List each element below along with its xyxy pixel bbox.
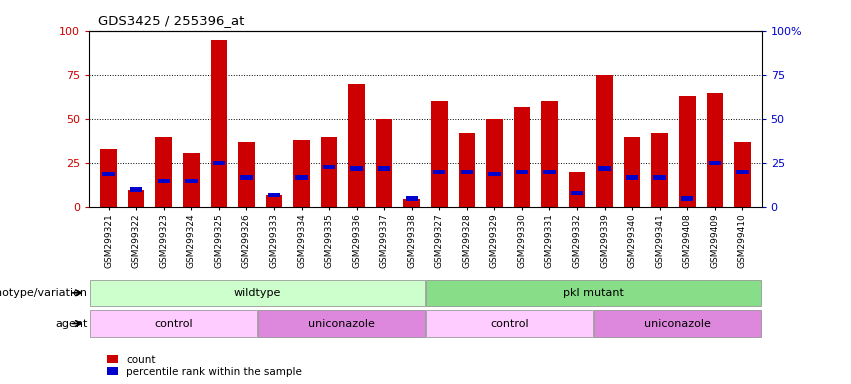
Bar [541, 101, 557, 207]
FancyBboxPatch shape [598, 166, 611, 171]
Bar [651, 133, 668, 207]
Bar [514, 107, 530, 207]
FancyBboxPatch shape [406, 196, 418, 201]
FancyBboxPatch shape [516, 170, 528, 174]
Bar [90, 280, 425, 306]
Text: GDS3425 / 255396_at: GDS3425 / 255396_at [98, 14, 244, 27]
Bar [426, 280, 761, 306]
Bar [238, 142, 254, 207]
FancyBboxPatch shape [626, 175, 638, 180]
Bar [348, 84, 365, 207]
Text: pkl mutant: pkl mutant [563, 288, 624, 298]
Bar [90, 310, 257, 337]
FancyBboxPatch shape [240, 175, 253, 180]
FancyBboxPatch shape [736, 170, 749, 174]
Bar [294, 140, 310, 207]
Text: agent: agent [55, 318, 88, 329]
FancyBboxPatch shape [681, 196, 694, 201]
Bar [156, 137, 172, 207]
FancyBboxPatch shape [543, 170, 556, 174]
Bar [486, 119, 503, 207]
FancyBboxPatch shape [709, 161, 721, 166]
Text: control: control [154, 318, 192, 329]
Bar [459, 133, 475, 207]
FancyBboxPatch shape [488, 172, 500, 176]
FancyBboxPatch shape [295, 175, 308, 180]
Text: uniconazole: uniconazole [308, 318, 375, 329]
FancyBboxPatch shape [213, 161, 225, 166]
FancyBboxPatch shape [268, 193, 280, 197]
Bar [431, 101, 448, 207]
FancyBboxPatch shape [378, 166, 391, 171]
FancyBboxPatch shape [460, 170, 473, 174]
Text: control: control [490, 318, 528, 329]
FancyBboxPatch shape [157, 179, 170, 183]
Bar [624, 137, 641, 207]
FancyBboxPatch shape [351, 166, 363, 171]
Bar [128, 190, 145, 207]
FancyBboxPatch shape [186, 179, 197, 183]
Text: wildtype: wildtype [234, 288, 281, 298]
Bar [706, 93, 723, 207]
FancyBboxPatch shape [102, 172, 115, 176]
Bar [100, 149, 117, 207]
FancyBboxPatch shape [130, 187, 142, 192]
Bar [734, 142, 751, 207]
Bar [597, 75, 613, 207]
Bar [403, 199, 420, 207]
Bar [210, 40, 227, 207]
Bar [183, 152, 200, 207]
Bar [321, 137, 337, 207]
Text: uniconazole: uniconazole [644, 318, 711, 329]
Bar [376, 119, 392, 207]
Bar [266, 195, 283, 207]
Bar [594, 310, 761, 337]
Bar [426, 310, 593, 337]
Bar [568, 172, 585, 207]
Bar [679, 96, 695, 207]
FancyBboxPatch shape [654, 175, 665, 180]
Bar [258, 310, 425, 337]
FancyBboxPatch shape [323, 164, 335, 169]
FancyBboxPatch shape [571, 191, 583, 195]
Legend: count, percentile rank within the sample: count, percentile rank within the sample [103, 351, 306, 381]
FancyBboxPatch shape [433, 170, 445, 174]
Text: genotype/variation: genotype/variation [0, 288, 88, 298]
